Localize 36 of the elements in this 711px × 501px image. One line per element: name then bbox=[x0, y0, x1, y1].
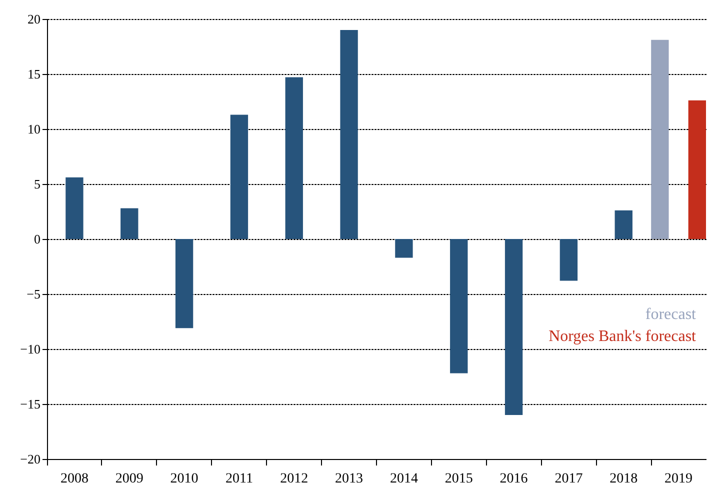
x-tick-label: 2016 bbox=[500, 472, 528, 486]
x-tick-label: 2014 bbox=[390, 472, 418, 486]
x-tick-label: 2019 bbox=[664, 472, 693, 486]
bar bbox=[230, 114, 248, 239]
y-tick-label: −15 bbox=[20, 396, 40, 412]
y-tick-label: 0 bbox=[34, 232, 40, 246]
y-tick-label: −5 bbox=[26, 286, 40, 302]
bar bbox=[504, 239, 523, 415]
bar bbox=[395, 239, 413, 258]
bar bbox=[66, 177, 84, 239]
bar bbox=[651, 40, 669, 239]
x-tick-label: 2017 bbox=[554, 472, 583, 486]
y-tick-label: −10 bbox=[20, 342, 40, 356]
bar bbox=[120, 208, 138, 239]
text: Norges Bank's forecast bbox=[548, 328, 697, 345]
y-tick-label: 5 bbox=[34, 176, 40, 192]
x-tick-label: 2010 bbox=[170, 472, 198, 486]
x-tick-label: 2015 bbox=[444, 472, 473, 486]
x-tick-label: 2008 bbox=[60, 472, 88, 486]
x-tick-label: 2011 bbox=[225, 472, 253, 486]
bar bbox=[688, 100, 706, 239]
text: forecast bbox=[645, 306, 697, 323]
y-tick-label: 10 bbox=[28, 122, 40, 136]
y-tick-label: 20 bbox=[28, 12, 40, 26]
x-tick-label: 2012 bbox=[280, 472, 308, 486]
bar bbox=[560, 239, 578, 281]
bar bbox=[450, 239, 468, 374]
bar bbox=[340, 30, 358, 239]
bar bbox=[285, 77, 303, 239]
x-tick-label: 2009 bbox=[115, 472, 144, 486]
x-tick-label: 2013 bbox=[335, 472, 364, 486]
y-tick-label: −20 bbox=[20, 452, 40, 466]
bar bbox=[175, 239, 194, 328]
x-tick-label: 2018 bbox=[610, 472, 638, 486]
bar bbox=[614, 210, 632, 239]
y-tick-label: 15 bbox=[28, 66, 40, 82]
